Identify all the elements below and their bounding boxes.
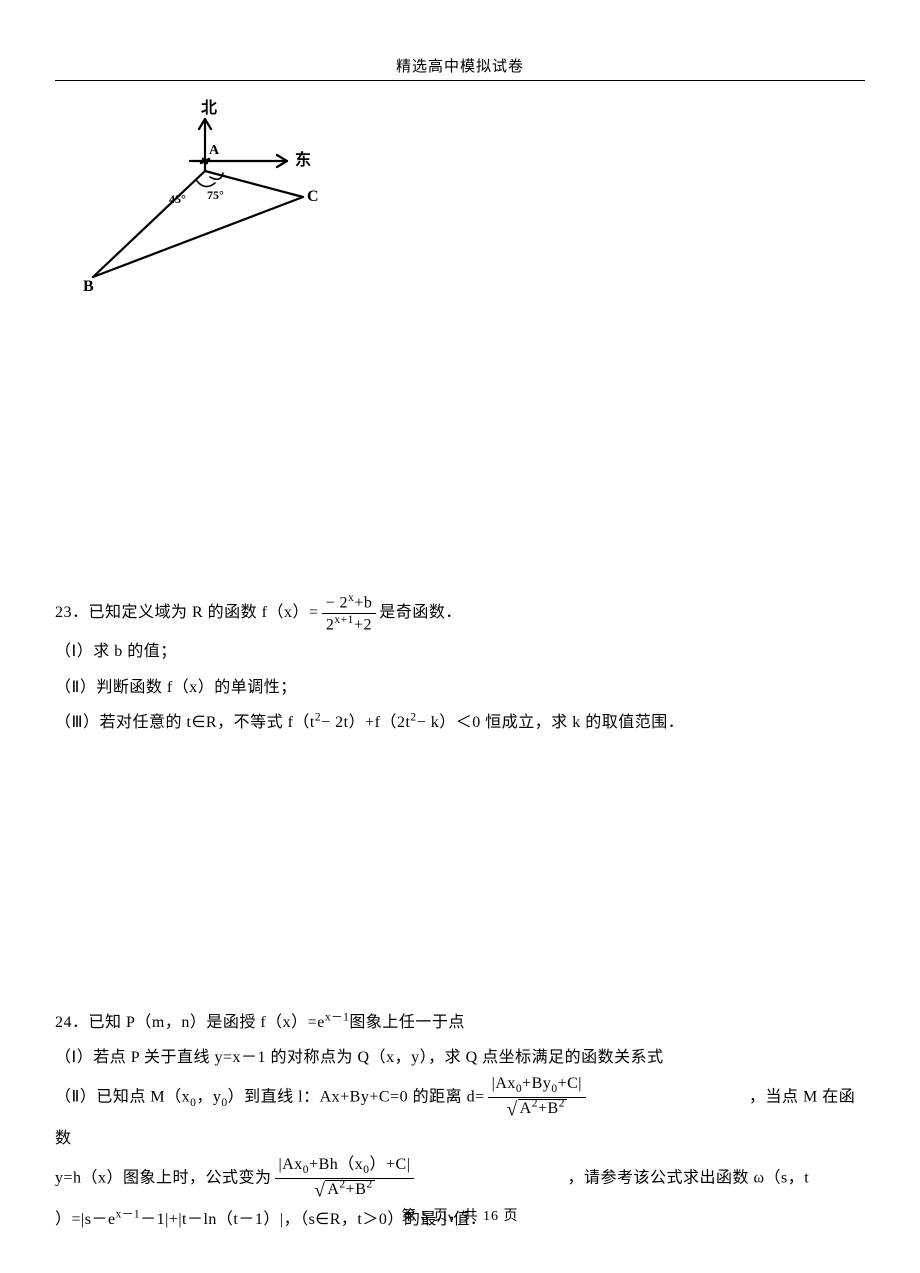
footer-current-page: 5	[421, 1209, 429, 1224]
p23-part2: （Ⅱ）判断函数 f（x）的单调性；	[55, 670, 865, 705]
footer-prefix: 第	[402, 1209, 417, 1224]
p24-part3-line: y=h（x）图象上时，公式变为|Ax0+Bh（x0）+C|√A2+B2，请参考该…	[55, 1156, 865, 1202]
vertical-gap-2	[55, 740, 865, 1005]
label-C: C	[307, 188, 319, 205]
footer-mid: 页，共	[434, 1209, 479, 1224]
p24-number: 24	[55, 1014, 72, 1031]
p23-part3: （Ⅲ）若对任意的 t∈R，不等式 f（t2− 2t）+f（2t2− k）＜0 恒…	[55, 705, 865, 740]
label-angle-75: 75°	[207, 188, 224, 202]
p24-part1: （Ⅰ）若点 P 关于直线 y=x－1 的对称点为 Q（x，y），求 Q 点坐标满…	[55, 1040, 865, 1075]
figure-svg: 北 东 A B C 45° 75°	[55, 99, 335, 299]
p23-stem-line: 23．已知定义域为 R 的函数 f（x）=− 2x+b2x+1+2是奇函数．	[55, 592, 865, 634]
label-A: A	[209, 143, 220, 158]
p23-stem-a: ．已知定义域为 R 的函数 f（x）=	[72, 604, 319, 621]
label-angle-45: 45°	[169, 192, 186, 206]
p23-fraction: − 2x+b2x+1+2	[322, 592, 377, 634]
footer-suffix: 页	[504, 1209, 519, 1224]
label-B: B	[83, 278, 94, 295]
p24-frac-h: |Ax0+Bh（x0）+C|√A2+B2	[275, 1156, 415, 1202]
p23-stem-b: 是奇函数．	[379, 604, 462, 621]
label-east: 东	[295, 150, 311, 169]
vertical-gap	[55, 332, 865, 592]
p24-stem: 24．已知 P（m，n）是函授 f（x）=ex－1图象上任一于点	[55, 1005, 865, 1040]
p23-part1: （Ⅰ）求 b 的值；	[55, 634, 865, 669]
page-footer: 第 5 页，共 16 页	[0, 1205, 920, 1225]
p24-part2-line: （Ⅱ）已知点 M（x0，y0）到直线 l：Ax+By+C=0 的距离 d=|Ax…	[55, 1075, 865, 1156]
page-header: 精选高中模拟试卷	[55, 55, 865, 81]
problem-23: 23．已知定义域为 R 的函数 f（x）=− 2x+b2x+1+2是奇函数． （…	[55, 592, 865, 740]
footer-total-pages: 16	[483, 1209, 499, 1224]
compass-triangle-figure: 北 东 A B C 45° 75°	[55, 99, 865, 304]
p23-number: 23	[55, 604, 72, 621]
problem-24: 24．已知 P（m，n）是函授 f（x）=ex－1图象上任一于点 （Ⅰ）若点 P…	[55, 1005, 865, 1237]
page-root: 精选高中模拟试卷	[0, 0, 920, 1273]
p24-frac-d: |Ax0+By0+C|√A2+B2	[488, 1075, 586, 1121]
label-north: 北	[201, 99, 217, 117]
